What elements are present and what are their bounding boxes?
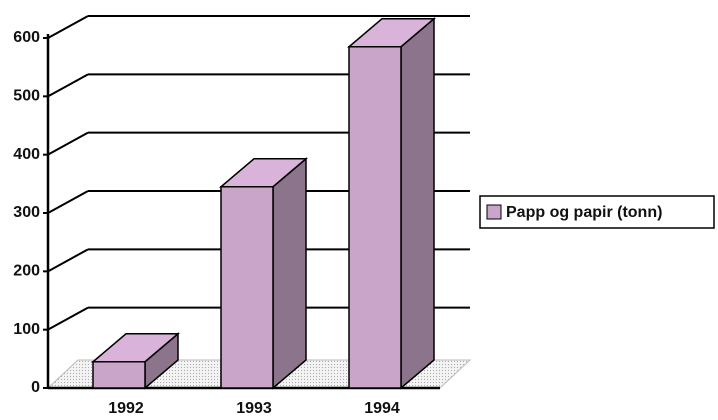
- bar: [90, 332, 181, 390]
- bar: [346, 17, 437, 390]
- bar-front: [92, 361, 146, 389]
- y-tick-label: 200: [13, 263, 40, 280]
- legend-label: Papp og papir (tonn): [506, 204, 662, 221]
- y-tick-label: 500: [13, 88, 40, 105]
- y-tick-label: 600: [13, 29, 40, 46]
- y-tick-label: 100: [13, 321, 40, 338]
- grid-line: [47, 73, 89, 98]
- legend-box: [479, 195, 715, 229]
- x-tick-label: 1993: [236, 400, 272, 417]
- y-tick-label: 400: [13, 146, 40, 163]
- grid-line: [47, 131, 89, 156]
- grid-line: [47, 190, 89, 214]
- bar-side: [272, 157, 307, 390]
- bar-front: [348, 46, 402, 389]
- y-tick-label: 300: [13, 204, 40, 221]
- x-tick-label: 1992: [108, 400, 144, 417]
- legend: Papp og papir (tonn): [479, 195, 715, 229]
- y-tick-label: 0: [31, 379, 40, 396]
- bar: [218, 157, 309, 390]
- x-tick-label: 1994: [364, 400, 400, 417]
- legend-swatch: [486, 204, 502, 220]
- grid-line: [47, 306, 89, 331]
- grid-line: [47, 15, 89, 39]
- bar-front: [220, 186, 274, 389]
- bar-side: [400, 17, 435, 390]
- grid-line: [47, 248, 89, 273]
